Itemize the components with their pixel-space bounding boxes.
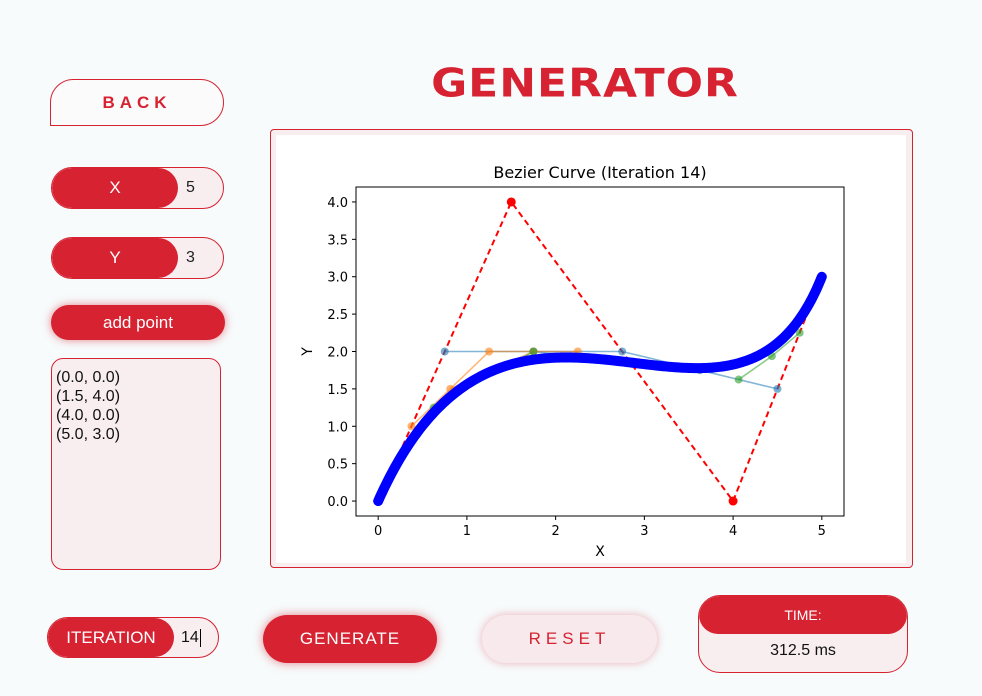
construction-point <box>407 422 416 431</box>
y-field: Y 3 <box>51 237 224 279</box>
x-tick-label: 1 <box>463 524 471 539</box>
y-input[interactable]: 3 <box>186 249 195 266</box>
construction-point <box>529 347 538 356</box>
x-tick-label: 4 <box>729 524 737 539</box>
y-axis-label: Y <box>300 347 316 357</box>
time-label: TIME: <box>699 596 907 634</box>
control-point <box>728 496 738 506</box>
app-title: GENERATOR <box>431 60 739 107</box>
construction-point <box>485 347 494 356</box>
construction-point <box>795 328 804 337</box>
control-point <box>506 197 516 207</box>
chart-title: Bezier Curve (Iteration 14) <box>493 163 706 182</box>
bezier-curve <box>373 271 827 507</box>
construction-point <box>618 347 627 356</box>
y-label: Y <box>52 238 178 278</box>
x-tick-label: 5 <box>818 524 826 539</box>
bezier-chart: Bezier Curve (Iteration 14) 0 1 2 3 4 5 0.0 0.5 1… <box>300 163 845 560</box>
iteration-value: 14 <box>181 628 199 646</box>
plot-canvas: Bezier Curve (Iteration 14) 0 1 2 3 4 5 0.0 0.5 1… <box>276 135 906 563</box>
text-caret <box>199 628 201 647</box>
time-value: 312.5 ms <box>770 642 836 659</box>
y-tick-label: 2.5 <box>327 308 348 323</box>
construction-point <box>734 375 743 384</box>
construction-point <box>440 347 449 356</box>
generate-button[interactable]: GENERATE <box>263 615 437 663</box>
iteration-input[interactable]: 14 <box>181 618 201 657</box>
x-label: X <box>52 168 178 208</box>
y-tick-label: 0.5 <box>327 458 348 473</box>
reset-button[interactable]: RESET <box>482 615 657 663</box>
iteration-label: ITERATION <box>48 618 174 657</box>
y-tick-label: 2.0 <box>327 346 348 361</box>
y-tick-label: 1.5 <box>327 383 348 398</box>
x-tick-label: 3 <box>640 524 648 539</box>
y-tick-label: 3.0 <box>327 271 348 286</box>
x-input[interactable]: 5 <box>186 179 195 196</box>
construction-point <box>773 384 782 393</box>
y-tick-label: 1.0 <box>327 420 348 435</box>
plot-panel: Bezier Curve (Iteration 14) 0 1 2 3 4 5 0.0 0.5 1… <box>270 129 913 568</box>
points-list[interactable]: (0.0, 0.0) (1.5, 4.0) (4.0, 0.0) (5.0, 3… <box>51 358 221 570</box>
x-field: X 5 <box>51 167 224 209</box>
list-item: (5.0, 3.0) <box>56 426 121 443</box>
time-panel: TIME: 312.5 ms <box>698 595 908 673</box>
list-item: (4.0, 0.0) <box>56 407 121 424</box>
x-tick-label: 0 <box>374 524 382 539</box>
y-tick-label: 4.0 <box>327 196 348 211</box>
x-tick-label: 2 <box>551 524 559 539</box>
y-tick-label: 3.5 <box>327 233 348 248</box>
list-item: (1.5, 4.0) <box>56 388 121 405</box>
add-point-button[interactable]: add point <box>51 305 225 340</box>
back-button[interactable]: BACK <box>50 79 224 126</box>
list-item: (0.0, 0.0) <box>56 369 121 386</box>
x-axis-label: X <box>595 544 605 560</box>
y-tick-label: 0.0 <box>327 495 348 510</box>
iteration-field: ITERATION 14 <box>47 617 219 658</box>
